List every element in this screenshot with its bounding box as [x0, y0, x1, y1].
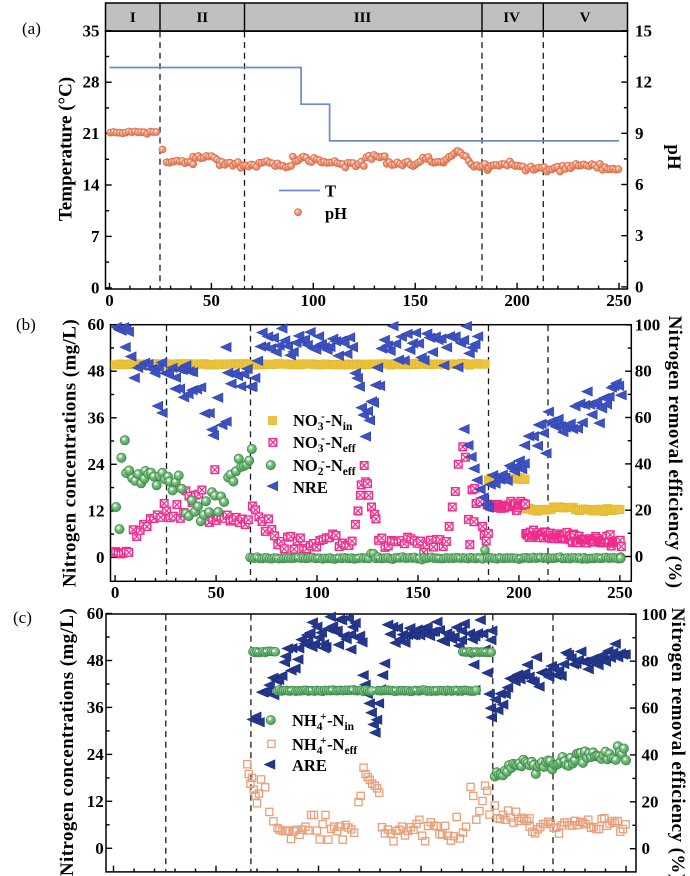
svg-text:Nitrogen removal efficiency (%: Nitrogen removal efficiency (%)	[667, 608, 688, 876]
svg-text:0: 0	[635, 547, 644, 566]
svg-text:pH: pH	[663, 144, 684, 170]
svg-text:I: I	[130, 10, 136, 26]
svg-text:100: 100	[301, 291, 327, 310]
svg-text:(c): (c)	[13, 608, 32, 627]
svg-text:28: 28	[83, 73, 100, 92]
svg-text:250: 250	[606, 291, 632, 310]
svg-text:100: 100	[304, 583, 330, 602]
svg-text:III: III	[354, 10, 372, 26]
svg-text:NH4+-Nin: NH4+-Nin	[292, 711, 355, 733]
svg-text:IV: IV	[503, 10, 520, 26]
svg-text:Nitrogen concentrations (mg/L): Nitrogen concentrations (mg/L)	[60, 319, 81, 587]
svg-text:12: 12	[635, 73, 652, 92]
svg-text:Temperature (°C): Temperature (°C)	[56, 77, 77, 221]
svg-text:60: 60	[87, 604, 104, 623]
svg-text:14: 14	[83, 176, 101, 195]
svg-text:12: 12	[88, 501, 105, 520]
svg-text:36: 36	[88, 408, 105, 427]
svg-text:40: 40	[635, 454, 652, 473]
svg-text:24: 24	[88, 455, 106, 474]
svg-text:48: 48	[87, 651, 104, 670]
svg-text:0: 0	[95, 839, 104, 858]
svg-text:0: 0	[635, 277, 644, 296]
svg-text:pH: pH	[325, 204, 347, 223]
svg-text:0: 0	[111, 583, 120, 602]
svg-text:150: 150	[405, 583, 431, 602]
svg-text:50: 50	[208, 583, 225, 602]
svg-text:35: 35	[83, 21, 100, 40]
svg-text:0: 0	[105, 291, 114, 310]
svg-text:200: 200	[506, 583, 532, 602]
svg-text:Nitrogen removal efficiency (%: Nitrogen removal efficiency (%)	[664, 316, 685, 589]
svg-text:ARE: ARE	[292, 756, 327, 775]
svg-text:0: 0	[642, 839, 651, 858]
svg-text:0: 0	[96, 548, 105, 567]
svg-text:T: T	[325, 182, 336, 201]
svg-text:Nitrogen concentrations (mg/L): Nitrogen concentrations (mg/L)	[57, 608, 78, 876]
svg-text:NO2--Neff: NO2--Neff	[293, 456, 356, 478]
svg-text:0: 0	[91, 278, 100, 297]
svg-text:20: 20	[642, 792, 659, 811]
svg-text:60: 60	[635, 408, 652, 427]
svg-text:(b): (b)	[16, 315, 36, 334]
svg-text:60: 60	[642, 699, 659, 718]
svg-text:21: 21	[83, 124, 100, 143]
svg-text:80: 80	[642, 652, 659, 671]
svg-text:V: V	[580, 10, 591, 26]
svg-text:6: 6	[635, 175, 644, 194]
svg-text:NO3--Neff: NO3--Neff	[293, 433, 356, 455]
svg-text:80: 80	[635, 362, 652, 381]
svg-text:9: 9	[635, 124, 644, 143]
svg-text:3: 3	[635, 226, 644, 245]
svg-text:NO3--Nin: NO3--Nin	[293, 411, 353, 433]
svg-text:15: 15	[635, 21, 652, 40]
svg-text:II: II	[196, 10, 208, 26]
svg-text:40: 40	[642, 745, 659, 764]
svg-text:250: 250	[607, 583, 633, 602]
svg-text:200: 200	[504, 291, 530, 310]
svg-text:60: 60	[88, 315, 105, 334]
svg-text:100: 100	[642, 605, 668, 624]
svg-text:50: 50	[203, 291, 220, 310]
svg-text:48: 48	[88, 362, 105, 381]
svg-text:20: 20	[635, 501, 652, 520]
svg-text:7: 7	[91, 227, 100, 246]
svg-text:NRE: NRE	[293, 478, 328, 497]
svg-text:NH4+-Neff: NH4+-Neff	[292, 735, 357, 757]
svg-text:12: 12	[87, 792, 104, 811]
svg-text:100: 100	[635, 315, 661, 334]
svg-text:24: 24	[87, 745, 105, 764]
svg-text:(a): (a)	[22, 19, 41, 38]
svg-text:150: 150	[402, 291, 428, 310]
svg-text:36: 36	[87, 698, 104, 717]
